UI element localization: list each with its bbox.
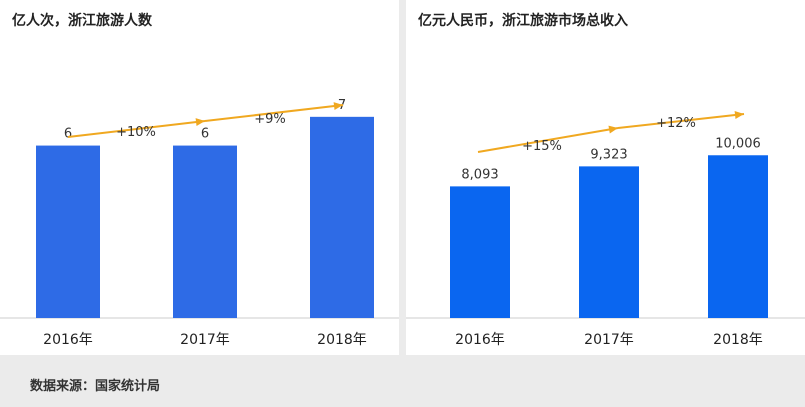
- chart-svg-revenue: 8,093 2016年 9,323 2017年 10,006 2018年 +15% +12%: [406, 111, 805, 348]
- chart-panel-tourists: 亿人次，浙江旅游人数 62016年62017年72018年+10%+9%: [0, 0, 399, 355]
- data-label: 8,093: [461, 167, 498, 182]
- growth-arrow-line: [477, 127, 619, 153]
- bar: [450, 186, 510, 318]
- growth-arrow-head: [333, 102, 343, 111]
- chart-svg-tourists: 62016年62017年72018年+10%+9%: [0, 98, 399, 348]
- growth-arrow-head: [734, 111, 744, 119]
- source-note: 数据来源：国家统计局: [30, 379, 161, 394]
- bar: [310, 116, 374, 318]
- x-tick-label: 2017年: [584, 332, 634, 348]
- x-tick-label: 2017年: [180, 332, 230, 348]
- data-label: 9,323: [590, 147, 627, 162]
- growth-arrow-head: [195, 118, 205, 127]
- growth-arrow-line: [204, 104, 344, 122]
- bar: [708, 155, 768, 318]
- bar: [579, 166, 639, 318]
- bar: [36, 145, 100, 318]
- x-tick-label: 2018年: [317, 332, 367, 348]
- x-tick-label: 2018年: [713, 332, 763, 348]
- growth-arrow-head: [608, 125, 618, 134]
- chart-panel-revenue: 亿元人民币，浙江旅游市场总收入 8,093 2016年 9,323 2017年 10,0…: [406, 0, 805, 355]
- chart-title: 亿元人民币，浙江旅游市场总收入: [418, 13, 628, 29]
- growth-arrow-line: [617, 113, 745, 129]
- bar: [173, 145, 237, 318]
- x-tick-label: 2016年: [455, 332, 505, 348]
- data-label: 6: [64, 127, 72, 142]
- growth-arrow-line: [67, 120, 206, 138]
- growth-label: +9%: [254, 112, 286, 127]
- x-tick-label: 2016年: [43, 332, 93, 348]
- data-label: 10,006: [715, 136, 761, 151]
- growth-label: +12%: [656, 116, 696, 131]
- growth-label: +10%: [116, 125, 156, 140]
- chart-title: 亿人次，浙江旅游人数: [12, 13, 152, 29]
- data-label: 6: [201, 127, 209, 142]
- growth-label: +15%: [522, 139, 562, 154]
